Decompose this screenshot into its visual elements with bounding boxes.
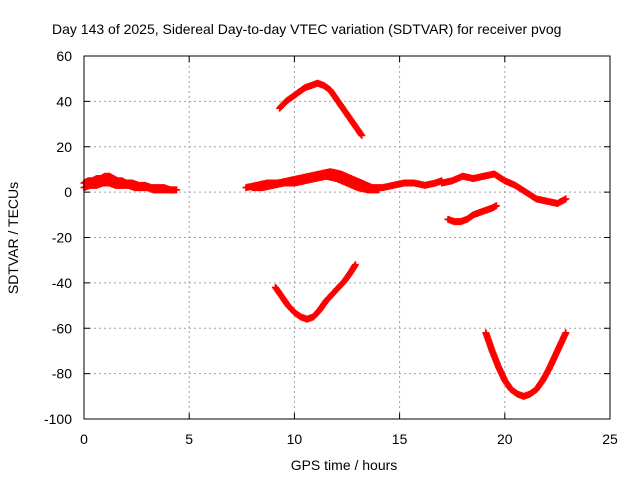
- x-tick-label: 5: [185, 431, 193, 447]
- data-point: [168, 186, 176, 194]
- y-tick-label: -60: [52, 320, 72, 336]
- data-series: [80, 179, 176, 194]
- grid: [84, 56, 610, 419]
- data-point: [562, 329, 570, 337]
- data-series: [482, 329, 570, 400]
- y-tick-label: -100: [44, 411, 72, 427]
- data-series: [276, 79, 366, 139]
- y-tick-label: -80: [52, 366, 72, 382]
- x-tick-label: 25: [602, 431, 618, 447]
- data-series: [438, 170, 570, 207]
- data-point: [492, 202, 500, 210]
- data-series: [444, 202, 500, 226]
- y-tick-label: -40: [52, 275, 72, 291]
- x-axis-title: GPS time / hours: [291, 457, 398, 473]
- x-tick-label: 20: [497, 431, 513, 447]
- y-tick-label: -20: [52, 230, 72, 246]
- x-tick-label: 10: [287, 431, 303, 447]
- data-point: [358, 131, 366, 139]
- data-series: [248, 172, 383, 194]
- axis-ticks: 0 5 10 15 20 25 -100 -80 -60 -40 -20 0 20 40 60: [44, 48, 618, 447]
- chart-title: Day 143 of 2025, Sidereal Day-to-day VTE…: [52, 21, 561, 37]
- y-tick-label: 60: [56, 48, 72, 64]
- data-point: [351, 261, 359, 269]
- y-tick-label: 0: [64, 184, 72, 200]
- y-tick-label: 20: [56, 139, 72, 155]
- data-point: [375, 186, 383, 194]
- data-point: [562, 195, 570, 203]
- y-tick-label: 40: [56, 93, 72, 109]
- x-tick-label: 15: [392, 431, 408, 447]
- data-points: [80, 79, 570, 400]
- y-axis-title: SDTVAR / TECUs: [5, 182, 21, 294]
- data-series: [271, 261, 359, 323]
- x-tick-label: 0: [80, 431, 88, 447]
